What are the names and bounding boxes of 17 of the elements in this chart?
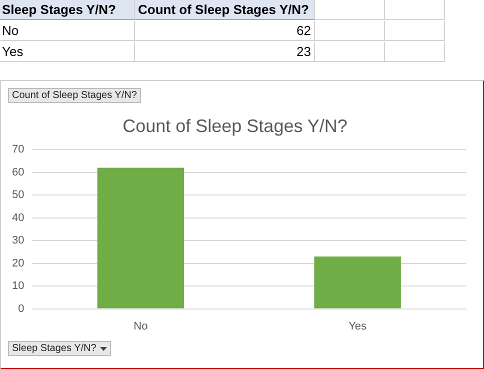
y-tick-label: 40 — [12, 212, 24, 224]
text: Count of Sleep Stages Y/N? — [135, 0, 315, 20]
text: 62 — [135, 21, 315, 41]
y-tick-label: 60 — [12, 166, 24, 178]
chart-title: Count of Sleep Stages Y/N? — [122, 116, 348, 136]
text: Sleep Stages Y/N? — [12, 343, 96, 354]
text: Count of Sleep Stages Y/N? — [8, 88, 141, 103]
y-tick-label: 50 — [12, 189, 24, 202]
text: 23 — [135, 42, 315, 62]
y-tick-label: 20 — [12, 257, 24, 270]
category-label: Yes — [2, 44, 24, 59]
y-tick-label: 70 — [12, 144, 24, 156]
category-label: No — [2, 23, 19, 38]
text: Sleep Stages Y/N? — [0, 0, 135, 20]
y-tick-label: 30 — [12, 234, 24, 247]
y-tick-label: 0 — [18, 302, 24, 315]
y-tick-label: 10 — [12, 280, 24, 292]
